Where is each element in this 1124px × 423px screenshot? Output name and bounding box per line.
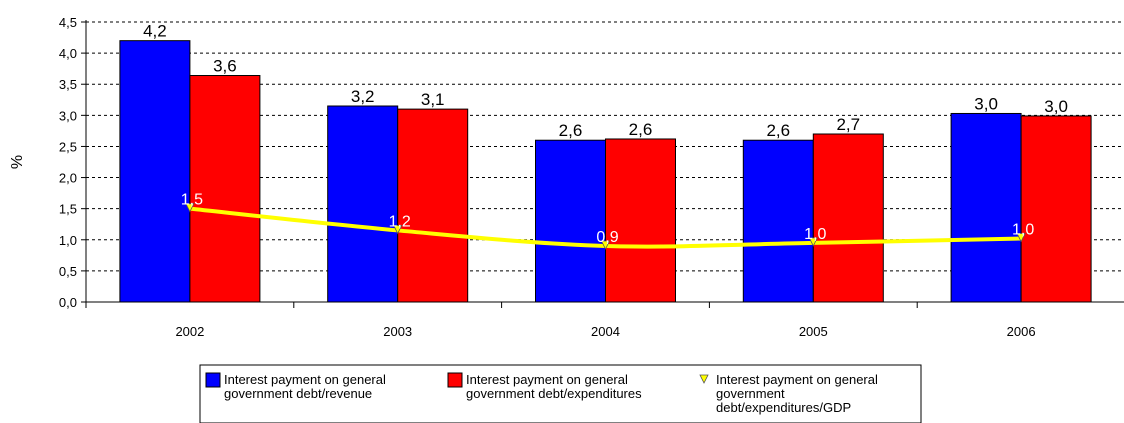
bar-revenue xyxy=(950,112,1022,303)
bar-expenditures xyxy=(1020,115,1092,303)
y-tick-label: 4,5 xyxy=(59,15,77,30)
x-tick-label: 2003 xyxy=(383,324,412,339)
legend-label: Interest payment on general xyxy=(716,372,878,387)
bar-expenditures xyxy=(812,133,884,303)
bar-revenue xyxy=(742,139,814,303)
gdp-data-label: 1,0 xyxy=(804,226,826,243)
gdp-point-marker xyxy=(185,203,195,213)
gdp-point-marker xyxy=(1016,233,1026,243)
x-tick-label: 2004 xyxy=(591,324,620,339)
y-tick-label: 4,0 xyxy=(59,46,77,61)
gdp-data-label: 1,5 xyxy=(181,192,203,209)
y-tick-label: 1,0 xyxy=(59,233,77,248)
bar-expenditures xyxy=(397,108,469,303)
legend-label: government xyxy=(716,386,785,401)
gdp-data-label: 0,9 xyxy=(596,229,618,246)
legend-label: Interest payment on general xyxy=(224,372,386,387)
bar-data-label: 2,6 xyxy=(766,121,790,140)
gdp-point-marker xyxy=(808,237,818,247)
y-tick-label: 2,0 xyxy=(59,171,77,186)
x-tick-label: 2005 xyxy=(799,324,828,339)
legend-swatch-expenditures xyxy=(447,372,463,388)
x-tick-label: 2002 xyxy=(175,324,204,339)
bar-data-label: 2,6 xyxy=(559,121,583,140)
legend-label: debt/expenditures/GDP xyxy=(716,400,851,415)
gdp-data-label: 1,2 xyxy=(389,213,411,230)
bar-revenue xyxy=(119,40,191,303)
legend-marker-gdp xyxy=(699,374,709,384)
bar-data-label: 3,6 xyxy=(213,57,237,76)
gdp-data-label: 1,0 xyxy=(1012,222,1034,239)
legend-label: government debt/revenue xyxy=(224,386,372,401)
bar-data-label: 4,2 xyxy=(143,22,167,41)
y-tick-label: 0,5 xyxy=(59,264,77,279)
legend-label: Interest payment on general xyxy=(466,372,628,387)
bar-data-label: 3,0 xyxy=(974,94,998,113)
bar-expenditures xyxy=(605,138,676,303)
y-tick-label: 0,0 xyxy=(59,295,77,310)
bar-data-label: 2,6 xyxy=(629,120,653,139)
bar-data-label: 3,1 xyxy=(421,90,445,109)
y-axis-label: % xyxy=(9,155,26,169)
gdp-point-marker xyxy=(600,240,611,250)
gdp-point-marker xyxy=(393,225,403,235)
bar-data-label: 2,7 xyxy=(836,115,860,134)
y-tick-label: 3,0 xyxy=(59,108,77,123)
bar-data-label: 3,0 xyxy=(1044,97,1068,116)
y-tick-label: 1,5 xyxy=(59,202,77,217)
y-tick-label: 3,5 xyxy=(59,77,77,92)
bar-revenue xyxy=(535,139,606,303)
bar-revenue xyxy=(327,105,399,303)
y-tick-label: 2,5 xyxy=(59,139,77,154)
bar-data-label: 3,2 xyxy=(351,87,375,106)
legend-box xyxy=(199,364,922,423)
x-tick-label: 2006 xyxy=(1007,324,1036,339)
bar-expenditures xyxy=(189,75,261,303)
legend-swatch-revenue xyxy=(205,372,221,388)
legend-label: government debt/expenditures xyxy=(466,386,642,401)
